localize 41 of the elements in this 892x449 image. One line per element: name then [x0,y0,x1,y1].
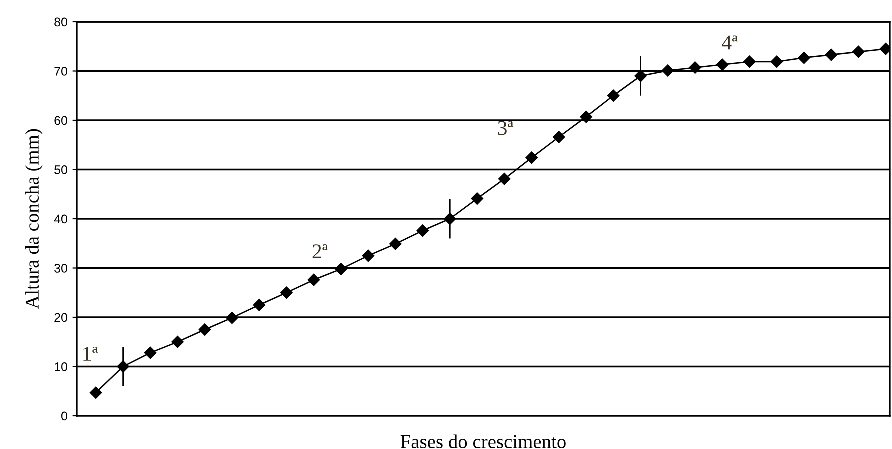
point [852,46,865,58]
point [280,286,293,299]
point [825,48,838,62]
annotation: 4ª [722,36,738,50]
point [362,250,375,262]
point [144,346,157,360]
point [471,192,484,205]
y-tick-label: 10 [55,362,68,372]
annotation: 2ª [312,244,328,258]
annotation: 3ª [498,121,514,136]
y-tick-label: 80 [54,18,68,27]
point [90,386,102,399]
y-tick-label: 20 [54,313,68,322]
point [335,263,348,276]
point [798,52,810,64]
point [172,336,184,348]
x-axis-title: Fases do crescimento [400,434,566,448]
annotation: 1ª [84,346,98,361]
point [716,58,729,71]
point [662,64,674,77]
point [498,173,511,186]
point [253,299,266,312]
point [607,90,620,102]
y-tick-label: 70 [54,67,68,76]
point [580,110,592,124]
y-axis-title: Altura da concha (mm) [25,129,43,310]
y-tick-label: 30 [54,264,68,273]
y-tick-label: 40 [54,214,68,224]
point [744,56,756,68]
point [198,324,212,336]
point [308,274,320,286]
point [226,312,238,324]
y-tick-label: 50 [54,166,68,174]
point [552,131,566,144]
point [416,224,429,237]
point [689,62,702,74]
y-tick-label: 60 [54,116,68,126]
y-tick-label: 0 [62,412,68,421]
point [526,152,538,164]
point [770,56,784,68]
point [390,238,402,250]
